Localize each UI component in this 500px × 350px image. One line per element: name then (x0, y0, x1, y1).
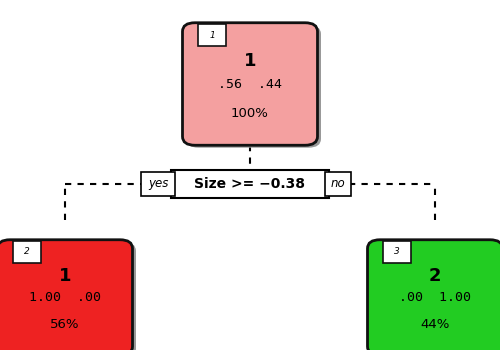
FancyBboxPatch shape (1, 242, 136, 350)
FancyBboxPatch shape (325, 172, 351, 196)
Text: no: no (330, 177, 345, 190)
FancyBboxPatch shape (371, 242, 500, 350)
FancyBboxPatch shape (186, 25, 321, 148)
Text: 2: 2 (24, 247, 30, 257)
Text: yes: yes (148, 177, 168, 190)
Text: 100%: 100% (231, 107, 269, 120)
FancyBboxPatch shape (171, 170, 329, 198)
Text: 44%: 44% (420, 318, 450, 331)
FancyBboxPatch shape (368, 240, 500, 350)
Text: 3: 3 (394, 247, 400, 257)
FancyBboxPatch shape (182, 23, 318, 145)
FancyBboxPatch shape (141, 172, 175, 196)
FancyBboxPatch shape (0, 240, 132, 350)
FancyBboxPatch shape (198, 24, 226, 46)
Text: .56  .44: .56 .44 (218, 77, 282, 91)
FancyBboxPatch shape (13, 241, 41, 263)
Text: 1: 1 (59, 267, 72, 285)
Text: 56%: 56% (50, 318, 80, 331)
Text: 2: 2 (429, 267, 442, 285)
Text: .00  1.00: .00 1.00 (399, 291, 471, 304)
Text: 1: 1 (209, 30, 215, 40)
Text: Size >= −0.38: Size >= −0.38 (194, 177, 306, 191)
FancyBboxPatch shape (383, 241, 411, 263)
Text: 1: 1 (244, 52, 256, 70)
Text: 1.00  .00: 1.00 .00 (29, 291, 101, 304)
